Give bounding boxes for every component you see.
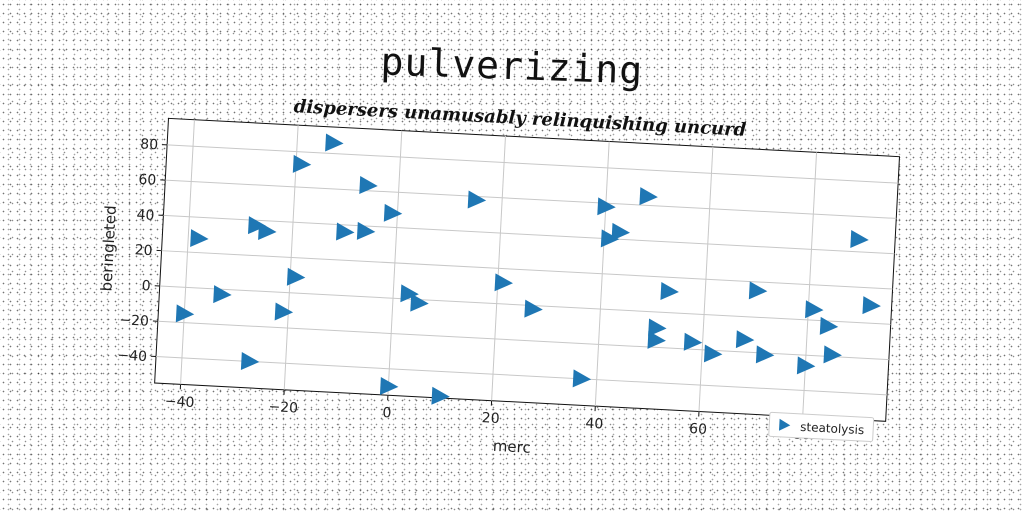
y-grid-line	[161, 250, 893, 290]
scatter-point	[494, 273, 513, 292]
legend-marker	[778, 418, 791, 431]
scatter-point	[648, 318, 667, 337]
scatter-point	[356, 221, 376, 240]
y-tick-label: −40	[117, 348, 147, 366]
scatter-point	[247, 216, 267, 235]
scatter-point	[683, 332, 703, 351]
scatter-point	[647, 330, 666, 349]
scatter-point	[796, 356, 816, 375]
y-tick-label: −20	[119, 312, 149, 330]
scatter-point	[410, 293, 429, 312]
y-grid-line	[155, 356, 888, 396]
x-tick-label: 40	[585, 416, 604, 433]
scatter-point	[805, 300, 824, 319]
scatter-point	[850, 230, 869, 249]
scatter-point	[755, 345, 775, 364]
x-tick-label: −20	[268, 399, 298, 417]
scatter-point	[819, 316, 839, 335]
y-tick-label: 80	[140, 136, 159, 153]
y-tick-label: 40	[136, 207, 155, 224]
scatter-point	[258, 222, 277, 240]
scatter-point	[379, 377, 399, 395]
scatter-point	[383, 203, 403, 222]
x-tick-label: −40	[164, 394, 194, 412]
scatter-point	[611, 222, 630, 241]
y-tick-label: 20	[134, 242, 153, 259]
x-tick-label: 0	[382, 405, 392, 421]
scatter-point	[359, 176, 378, 194]
scatter-point	[572, 369, 592, 388]
scatter-point	[213, 285, 232, 304]
y-axis-label: beringleted	[97, 205, 119, 292]
scatter-point	[748, 281, 768, 300]
data-points	[175, 133, 881, 405]
scatter-point	[175, 304, 195, 323]
scatter-point	[639, 187, 658, 206]
scatter-point	[823, 345, 842, 364]
y-tick-label: 0	[141, 278, 151, 294]
legend: steatolysis	[768, 411, 875, 443]
scatter-point	[431, 386, 450, 405]
scatter-point	[862, 296, 881, 315]
y-tick-label: 60	[138, 172, 157, 189]
y-grid-line	[167, 144, 899, 184]
scatter-point	[735, 330, 755, 349]
scatter-point	[274, 302, 294, 321]
y-grid-line	[163, 214, 895, 255]
x-tick-label: 60	[689, 421, 708, 438]
scatter-point	[286, 267, 306, 286]
scatter-point	[190, 229, 209, 248]
x-tick-label: 20	[481, 410, 500, 427]
scatter-point	[597, 197, 616, 216]
scatter-point	[292, 154, 312, 173]
scatter-point	[524, 299, 543, 318]
scatter-point	[660, 282, 679, 300]
scatter-point	[325, 133, 344, 152]
legend-label: steatolysis	[800, 420, 865, 437]
y-grid-line	[165, 179, 897, 219]
scatter-point	[467, 190, 487, 209]
scatter-point	[336, 222, 355, 241]
scatter-point	[240, 352, 260, 371]
scatter-point	[703, 344, 723, 363]
x-axis-label: merc	[492, 437, 531, 457]
scatter-point	[400, 284, 419, 303]
scatter-point	[600, 229, 620, 248]
